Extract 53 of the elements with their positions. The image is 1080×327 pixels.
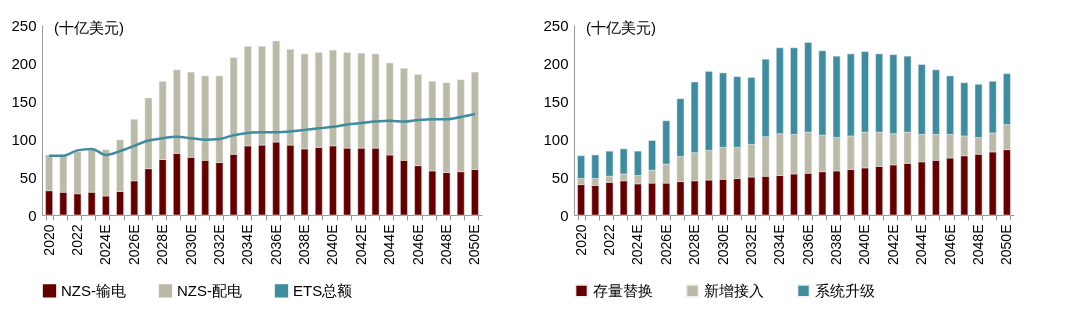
y-tick-label: 50 bbox=[19, 168, 37, 186]
x-tick-label: 2050E bbox=[998, 224, 1015, 265]
x-tick-label: 2022 bbox=[68, 224, 85, 256]
x-tick-label: 2020 bbox=[40, 224, 57, 256]
y-axis-title: (十亿美元) bbox=[54, 19, 124, 36]
x-tick-label: 2044E bbox=[381, 224, 398, 265]
x-tick-label: 2042E bbox=[352, 224, 369, 265]
y-tick-label: 50 bbox=[551, 168, 569, 186]
x-tick-label: 2040E bbox=[856, 224, 873, 265]
x-tick-label: 2032E bbox=[210, 224, 227, 265]
legend-label: 存量替换 bbox=[593, 281, 653, 299]
x-tick-label: 2026E bbox=[657, 224, 674, 265]
y-tick-label: 200 bbox=[543, 54, 569, 72]
x-tick-label: 2036E bbox=[799, 224, 816, 265]
x-tick-label: 2036E bbox=[267, 224, 284, 265]
x-tick-label: 2026E bbox=[125, 224, 142, 265]
y-tick-label: 250 bbox=[11, 16, 37, 34]
legend-label: 系统升级 bbox=[815, 281, 875, 299]
x-tick-label: 2028E bbox=[154, 224, 171, 265]
x-tick-label: 2042E bbox=[884, 224, 901, 265]
x-tick-label: 2048E bbox=[438, 224, 455, 265]
y-tick-label: 100 bbox=[543, 130, 569, 148]
y-tick-label: 150 bbox=[543, 92, 569, 110]
y-axis-title: (十亿美元) bbox=[586, 19, 656, 36]
x-tick-label: 2030E bbox=[714, 224, 731, 265]
line-series bbox=[47, 112, 477, 157]
x-tick-label: 2044E bbox=[913, 224, 930, 265]
y-tick-label: 150 bbox=[11, 92, 37, 110]
legend-label: NZS-输电 bbox=[61, 281, 126, 299]
x-tick-label: 2020 bbox=[572, 224, 589, 256]
x-tick-label: 2024E bbox=[629, 224, 646, 265]
x-tick-label: 2028E bbox=[686, 224, 703, 265]
x-tick-label: 2030E bbox=[182, 224, 199, 265]
x-tick-label: 2034E bbox=[239, 224, 256, 265]
x-tick-label: 2050E bbox=[466, 224, 483, 265]
y-tick-label: 200 bbox=[11, 54, 37, 72]
x-tick-label: 2032E bbox=[742, 224, 759, 265]
x-tick-label: 2048E bbox=[970, 224, 987, 265]
x-tick-label: 2038E bbox=[296, 224, 313, 265]
x-tick-label: 2038E bbox=[828, 224, 845, 265]
x-tick-label: 2046E bbox=[409, 224, 426, 265]
y-tick-label: 250 bbox=[543, 16, 569, 34]
x-tick-label: 2024E bbox=[97, 224, 114, 265]
legend-label: NZS-配电 bbox=[177, 281, 242, 299]
y-tick-label: 0 bbox=[560, 206, 569, 224]
legend-label: ETS总额 bbox=[293, 281, 353, 299]
x-tick-label: 2022 bbox=[600, 224, 617, 256]
x-tick-label: 2040E bbox=[324, 224, 341, 265]
x-tick-label: 2046E bbox=[941, 224, 958, 265]
y-tick-label: 100 bbox=[11, 130, 37, 148]
legend-label: 新增接入 bbox=[704, 281, 764, 299]
y-tick-label: 0 bbox=[28, 206, 37, 224]
x-tick-label: 2034E bbox=[771, 224, 788, 265]
